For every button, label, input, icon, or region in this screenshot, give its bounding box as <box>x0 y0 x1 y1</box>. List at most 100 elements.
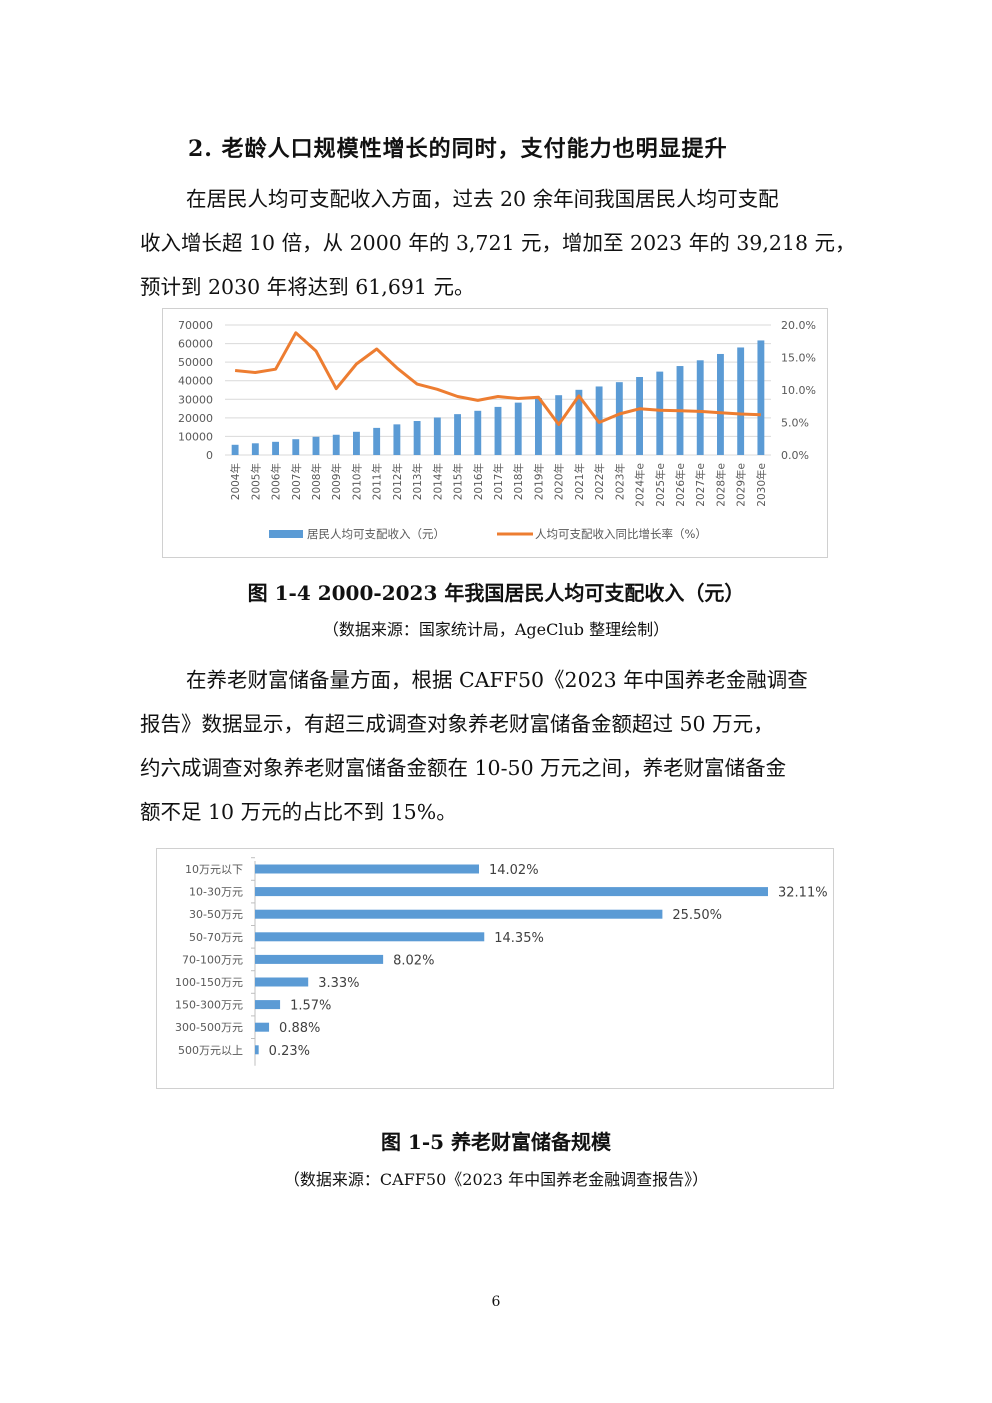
income-bar <box>656 371 664 455</box>
x-tick-label: 2022年 <box>593 463 606 500</box>
section-heading: 2. 老龄人口规模性增长的同时，支付能力也明显提升 <box>188 136 728 162</box>
category-label: 70-100万元 <box>182 953 243 966</box>
x-tick-label: 2013年 <box>411 463 424 500</box>
income-bar <box>717 353 724 455</box>
y-right-tick-label: 5.0% <box>781 417 809 430</box>
wealth-bar <box>255 954 384 964</box>
y-left-tick-label: 30000 <box>178 393 213 406</box>
income-bar <box>575 389 583 455</box>
income-bar <box>393 424 401 455</box>
value-label: 8.02% <box>393 953 434 968</box>
wealth-bar <box>255 864 479 874</box>
x-tick-label: 2023年 <box>613 463 626 500</box>
income-bar <box>454 414 461 455</box>
value-label: 25.50% <box>672 908 722 923</box>
value-label: 32.11% <box>778 886 828 901</box>
paragraph-line: 额不足 10 万元的占比不到 15%。 <box>140 800 457 824</box>
paragraph-line: 约六成调查对象养老财富储备金额在 10-50 万元之间，养老财富储备金 <box>140 756 787 780</box>
value-label: 3.33% <box>318 976 359 991</box>
wealth-bar <box>255 1045 259 1055</box>
value-label: 1.57% <box>290 999 331 1014</box>
x-tick-label: 2014年 <box>431 463 444 500</box>
paragraph-line: 报告》数据显示，有超三成调查对象养老财富储备金额超过 50 万元， <box>140 712 774 736</box>
category-label: 100-150万元 <box>175 976 243 989</box>
y-left-tick-label: 40000 <box>178 375 213 388</box>
x-tick-label: 2011年 <box>371 463 384 500</box>
growth-rate-line <box>234 331 761 426</box>
legend-line-label: 人均可支配收入同比增长率（%） <box>535 527 707 541</box>
paragraph-line: 在居民人均可支配收入方面，过去 20 余年间我国居民人均可支配 <box>186 187 779 211</box>
x-tick-label: 2020年 <box>553 463 566 500</box>
paragraph-line: 收入增长超 10 倍，从 2000 年的 3,721 元，增加至 2023 年的… <box>140 231 856 255</box>
x-tick-label: 2016年 <box>472 463 485 500</box>
figure-2-source: （数据来源：CAFF50《2023 年中国养老金融调查报告》） <box>283 1170 709 1189</box>
value-label: 14.35% <box>494 931 544 946</box>
legend-bar-label: 居民人均可支配收入（元） <box>307 527 445 541</box>
x-tick-label: 2018年 <box>512 463 525 500</box>
y-left-tick-label: 50000 <box>178 356 213 369</box>
income-bar <box>494 406 502 455</box>
wealth-bar <box>255 932 485 942</box>
wealth-chart-svg: 10万元以下 14.02% 10-30万元 32.11% 30-50万元 25.50% 50… <box>175 857 828 1066</box>
income-bar <box>474 410 482 455</box>
y-right-tick-label: 20.0% <box>781 319 816 332</box>
paragraph-line: 在养老财富储备量方面，根据 CAFF50《2023 年中国养老金融调查 <box>186 668 808 692</box>
income-bar <box>757 340 765 455</box>
wealth-bar <box>255 977 309 987</box>
wealth-bar <box>255 887 768 897</box>
income-chart: 0 10000 20000 30000 40000 50000 60000 70000 0.0%… <box>162 308 828 558</box>
income-bar <box>231 444 239 455</box>
legend-bar-swatch <box>269 530 303 538</box>
x-tick-label: 2030年e <box>755 463 768 507</box>
y-left-tick-label: 20000 <box>178 412 213 425</box>
income-bar <box>292 439 300 455</box>
category-label: 10-30万元 <box>189 886 243 899</box>
page-number: 6 <box>491 1294 501 1310</box>
category-label: 500万元以上 <box>178 1044 243 1057</box>
x-tick-label: 2027年e <box>694 463 707 507</box>
x-tick-label: 2024年e <box>634 463 647 507</box>
x-tick-label: 2029年e <box>735 463 748 507</box>
figure-1-source: （数据来源：国家统计局，AgeClub 整理绘制） <box>322 620 670 639</box>
x-tick-label: 2021年 <box>573 463 586 500</box>
x-tick-label: 2004年 <box>229 463 242 500</box>
x-tick-label: 2028年e <box>714 463 727 507</box>
wealth-chart: 10万元以下 14.02% 10-30万元 32.11% 30-50万元 25.50% 50… <box>156 848 834 1089</box>
y-right-tick-label: 15.0% <box>781 352 816 365</box>
x-tick-label: 2008年 <box>310 463 323 500</box>
x-tick-label: 2006年 <box>270 463 283 500</box>
value-label: 0.23% <box>269 1044 310 1059</box>
income-bar <box>737 347 745 455</box>
income-bar <box>373 427 381 455</box>
y-left-tick-label: 10000 <box>178 430 213 443</box>
x-tick-label: 2012年 <box>391 463 404 500</box>
wealth-bar <box>255 909 663 919</box>
income-bar <box>272 441 279 455</box>
x-tick-label: 2007年 <box>290 463 303 500</box>
income-bar <box>615 382 623 455</box>
category-label: 30-50万元 <box>189 908 243 921</box>
x-tick-label: 2005年 <box>249 463 262 500</box>
category-label: 50-70万元 <box>189 931 243 944</box>
wealth-paragraph: 在养老财富储备量方面，根据 CAFF50《2023 年中国养老金融调查 报告》数… <box>140 658 860 834</box>
value-label: 14.02% <box>489 863 539 878</box>
income-chart-svg: 0 10000 20000 30000 40000 50000 60000 70000 0.0%… <box>178 319 816 541</box>
figure-2-caption: 图 1-5 养老财富储备规模 <box>380 1130 612 1154</box>
value-label: 0.88% <box>279 1021 320 1036</box>
y-right-tick-label: 10.0% <box>781 384 816 397</box>
x-tick-label: 2025年e <box>654 463 667 507</box>
x-tick-label: 2019年 <box>532 463 545 500</box>
income-paragraph: 在居民人均可支配收入方面，过去 20 余年间我国居民人均可支配 收入增长超 10… <box>140 177 860 309</box>
income-bar <box>535 397 542 455</box>
category-label: 300-500万元 <box>175 1021 243 1034</box>
income-bar <box>514 402 522 455</box>
wealth-bar <box>255 1022 270 1032</box>
income-bar <box>636 377 643 455</box>
income-bar <box>312 436 320 455</box>
wealth-bar <box>255 1000 281 1010</box>
y-right-tick-label: 0.0% <box>781 449 809 462</box>
figure-1-caption: 图 1-4 2000-2023 年我国居民人均可支配收入（元） <box>247 581 745 605</box>
x-tick-label: 2017年 <box>492 463 505 500</box>
income-bar <box>251 443 259 455</box>
income-bar <box>353 431 360 455</box>
